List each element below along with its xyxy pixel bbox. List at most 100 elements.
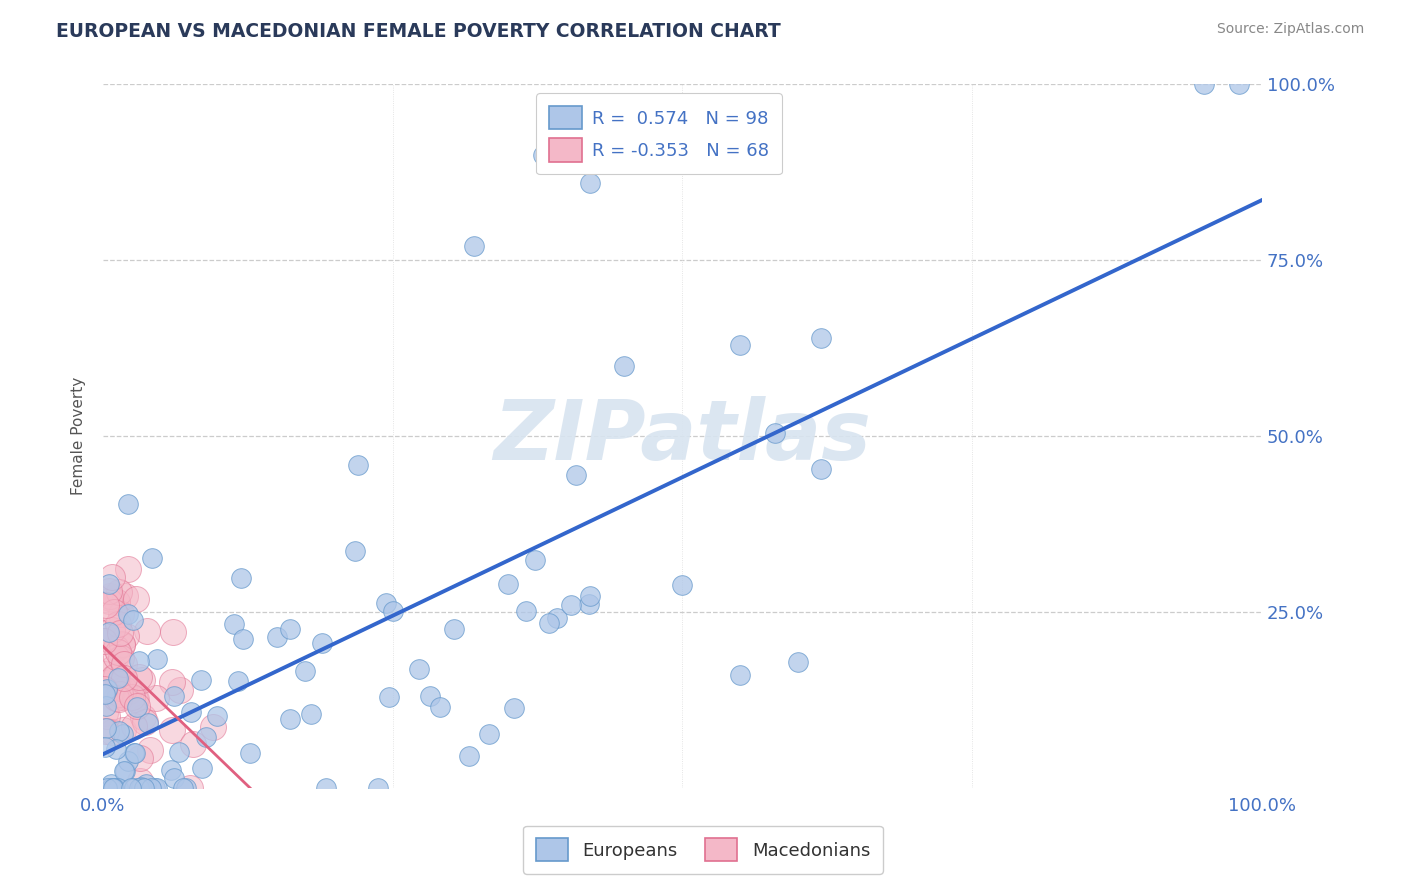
Point — [93, 681, 115, 696]
Point — [810, 331, 832, 345]
Point — [463, 239, 485, 253]
Point — [163, 689, 186, 703]
Point — [110, 687, 132, 701]
Point — [180, 705, 202, 719]
Point — [97, 624, 120, 639]
Point — [503, 701, 526, 715]
Point — [179, 781, 201, 796]
Point — [730, 668, 752, 682]
Point — [524, 553, 547, 567]
Point — [96, 599, 118, 613]
Point — [125, 692, 148, 706]
Point — [94, 721, 117, 735]
Point — [226, 673, 249, 688]
Point — [112, 764, 135, 778]
Point — [478, 727, 501, 741]
Point — [104, 741, 127, 756]
Point — [671, 578, 693, 592]
Point — [110, 681, 132, 695]
Point — [97, 584, 120, 599]
Point — [112, 681, 135, 696]
Point — [194, 730, 217, 744]
Point — [202, 720, 225, 734]
Point — [132, 710, 155, 724]
Point — [145, 652, 167, 666]
Point — [103, 781, 125, 796]
Point — [124, 746, 146, 760]
Point — [94, 687, 117, 701]
Point — [145, 781, 167, 796]
Point — [112, 657, 135, 672]
Point — [134, 715, 156, 730]
Point — [105, 641, 128, 656]
Legend: R =  0.574   N = 98, R = -0.353   N = 68: R = 0.574 N = 98, R = -0.353 N = 68 — [537, 94, 782, 174]
Legend: Europeans, Macedonians: Europeans, Macedonians — [523, 826, 883, 874]
Point — [239, 746, 262, 760]
Point — [429, 700, 451, 714]
Point — [231, 632, 253, 647]
Point — [367, 781, 389, 796]
Point — [613, 359, 636, 373]
Point — [111, 723, 134, 737]
Point — [101, 724, 124, 739]
Point — [105, 649, 128, 664]
Point — [114, 764, 136, 778]
Point — [375, 596, 398, 610]
Point — [159, 764, 181, 778]
Point — [207, 709, 229, 723]
Point — [111, 637, 134, 651]
Point — [105, 668, 128, 682]
Point — [565, 467, 588, 482]
Point — [160, 723, 183, 737]
Point — [135, 624, 157, 639]
Point — [98, 590, 121, 604]
Point — [101, 624, 124, 638]
Point — [107, 645, 129, 659]
Point — [110, 651, 132, 665]
Point — [111, 638, 134, 652]
Point — [107, 617, 129, 632]
Point — [101, 661, 124, 675]
Point — [578, 176, 600, 190]
Point — [108, 688, 131, 702]
Point — [129, 780, 152, 795]
Point — [266, 630, 288, 644]
Point — [114, 671, 136, 685]
Point — [162, 674, 184, 689]
Point — [343, 543, 366, 558]
Point — [578, 597, 600, 611]
Point — [169, 682, 191, 697]
Point — [107, 781, 129, 796]
Point — [94, 723, 117, 738]
Point — [96, 682, 118, 697]
Point — [181, 737, 204, 751]
Point — [136, 715, 159, 730]
Point — [98, 591, 121, 605]
Point — [118, 684, 141, 698]
Point — [278, 712, 301, 726]
Point — [96, 781, 118, 796]
Point — [94, 706, 117, 721]
Point — [93, 634, 115, 648]
Point — [172, 781, 194, 796]
Point — [105, 781, 128, 796]
Point — [443, 622, 465, 636]
Point — [117, 562, 139, 576]
Point — [231, 571, 253, 585]
Point — [141, 550, 163, 565]
Point — [810, 462, 832, 476]
Point — [132, 781, 155, 796]
Point — [124, 781, 146, 796]
Point — [174, 781, 197, 796]
Point — [100, 633, 122, 648]
Point — [111, 726, 134, 740]
Point — [100, 781, 122, 796]
Point — [129, 773, 152, 788]
Point — [108, 584, 131, 599]
Point — [299, 706, 322, 721]
Point — [763, 425, 786, 440]
Point — [347, 458, 370, 472]
Point — [457, 749, 479, 764]
Text: ZIPatlas: ZIPatlas — [494, 396, 872, 477]
Point — [128, 670, 150, 684]
